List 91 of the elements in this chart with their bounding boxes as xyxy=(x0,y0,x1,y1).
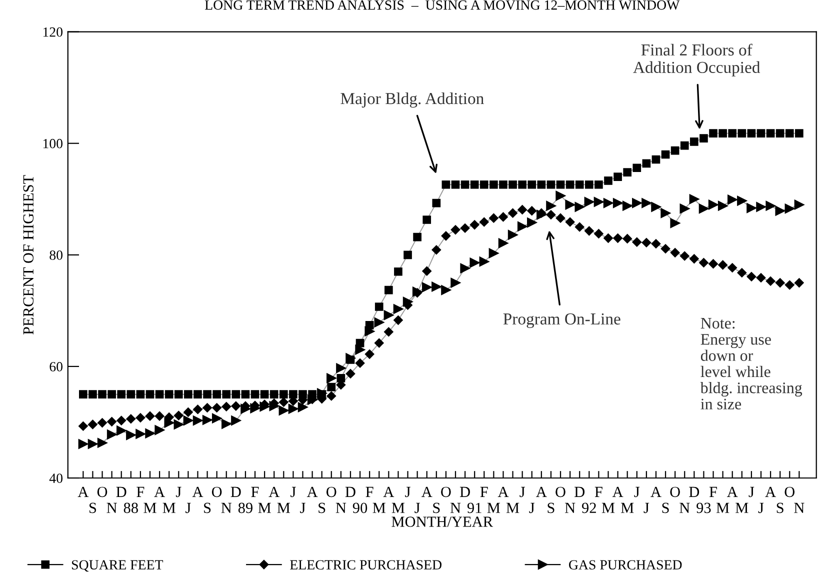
x-tick-label: J xyxy=(644,502,650,514)
x-tick-label: F xyxy=(136,486,144,497)
x-tick-label: 89 xyxy=(238,502,252,514)
x-tick-label: A xyxy=(268,486,280,497)
x-tick-label: A xyxy=(383,486,394,497)
x-tick-label: 91 xyxy=(467,502,482,514)
x-tick-label: A xyxy=(192,486,204,497)
x-tick-label: F xyxy=(251,486,259,497)
y-tick-label: 60 xyxy=(50,362,63,372)
x-tick-label: M xyxy=(392,502,405,513)
x-tick-label: N xyxy=(564,502,576,513)
x-tick-label: 88 xyxy=(124,502,138,514)
x-tick-label: J xyxy=(186,502,191,514)
x-tick-label: O xyxy=(784,486,795,498)
x-tick-label: A xyxy=(612,486,624,497)
x-tick-label: S xyxy=(548,502,554,514)
x-tick-label: N xyxy=(450,502,461,513)
x-tick-label: J xyxy=(529,502,535,514)
x-tick-label: 93 xyxy=(696,502,711,514)
annotation: Major Bldg. Addition xyxy=(340,92,484,108)
x-tick-label: N xyxy=(221,502,232,513)
x-tick-label: N xyxy=(106,502,117,513)
x-tick-label: O xyxy=(97,486,108,498)
x-tick-label: S xyxy=(204,502,211,514)
x-tick-label: O xyxy=(670,486,680,498)
x-tick-label: A xyxy=(650,486,662,497)
x-tick-label: S xyxy=(318,502,326,514)
x-axis-title: MONTH/YEAR xyxy=(392,516,494,527)
x-tick-label: N xyxy=(680,502,690,513)
x-tick-label: D xyxy=(689,486,700,497)
x-tick-label: F xyxy=(594,486,602,497)
legend-label: GAS PURCHASED xyxy=(569,560,682,570)
x-tick-label: A xyxy=(78,486,89,497)
x-tick-label: J xyxy=(405,486,410,498)
x-tick-label: O xyxy=(212,486,222,498)
x-tick-label: A xyxy=(421,486,432,497)
x-tick-label: J xyxy=(520,486,525,498)
y-tick-label: 100 xyxy=(43,138,63,148)
x-tick-label: D xyxy=(230,486,241,497)
x-tick-label: F xyxy=(366,486,374,497)
y-tick-label: 120 xyxy=(43,27,63,37)
x-tick-label: M xyxy=(736,502,748,513)
x-tick-label: M xyxy=(162,502,176,513)
chart-title: LONG TERM TREND ANALYSIS – USING A MOVING 12–MONTH WINDOW xyxy=(204,0,680,10)
x-tick-label: 90 xyxy=(352,502,368,514)
legend-label: SQUARE FEET xyxy=(72,560,164,572)
x-tick-label: M xyxy=(144,502,156,513)
x-tick-label: S xyxy=(433,502,440,514)
x-tick-label: N xyxy=(794,502,804,513)
x-tick-label: S xyxy=(89,502,96,514)
x-tick-label: M xyxy=(277,502,290,513)
y-tick-label: 40 xyxy=(49,474,63,483)
x-tick-label: 92 xyxy=(582,502,596,514)
x-tick-label: A xyxy=(726,486,738,497)
x-tick-label: O xyxy=(556,486,566,498)
x-tick-label: J xyxy=(758,502,764,514)
x-tick-label: D xyxy=(345,486,356,497)
x-tick-label: D xyxy=(116,486,126,497)
x-tick-label: D xyxy=(460,486,470,497)
x-tick-label: M xyxy=(487,502,500,513)
y-axis-title: PERCENT OF HIGHEST xyxy=(23,175,34,335)
x-tick-label: M xyxy=(372,502,386,513)
legend-label: ELECTRIC PURCHASED xyxy=(290,560,442,570)
x-tick-label: J xyxy=(290,486,296,498)
x-tick-label: M xyxy=(602,502,615,513)
x-tick-label: A xyxy=(765,486,776,497)
x-tick-label: M xyxy=(620,502,634,513)
x-tick-label: J xyxy=(748,486,754,498)
x-tick-label: M xyxy=(506,502,520,513)
x-tick-label: M xyxy=(258,502,271,513)
annotation: Program On-Line xyxy=(503,313,620,328)
x-tick-label: J xyxy=(414,502,420,514)
x-tick-label: N xyxy=(336,502,346,513)
x-tick-label: S xyxy=(776,502,784,514)
x-tick-label: J xyxy=(634,486,640,498)
x-tick-label: M xyxy=(716,502,730,513)
x-tick-label: A xyxy=(498,486,509,497)
x-tick-label: D xyxy=(574,486,585,497)
annotation: Note: Energy use down or level while bldg. increasing in size xyxy=(700,318,802,410)
x-tick-label: O xyxy=(441,486,451,498)
x-tick-label: A xyxy=(536,486,547,497)
x-tick-label: A xyxy=(154,486,165,497)
x-tick-label: F xyxy=(709,486,717,497)
annotation: Final 2 Floors of Addition Occupied xyxy=(633,44,760,76)
x-tick-label: S xyxy=(662,502,669,514)
x-tick-label: F xyxy=(480,486,488,497)
x-tick-label: O xyxy=(326,486,336,498)
y-tick-label: 80 xyxy=(50,250,63,260)
x-tick-label: J xyxy=(176,486,182,498)
x-tick-label: A xyxy=(306,486,318,497)
x-tick-label: J xyxy=(300,502,306,514)
